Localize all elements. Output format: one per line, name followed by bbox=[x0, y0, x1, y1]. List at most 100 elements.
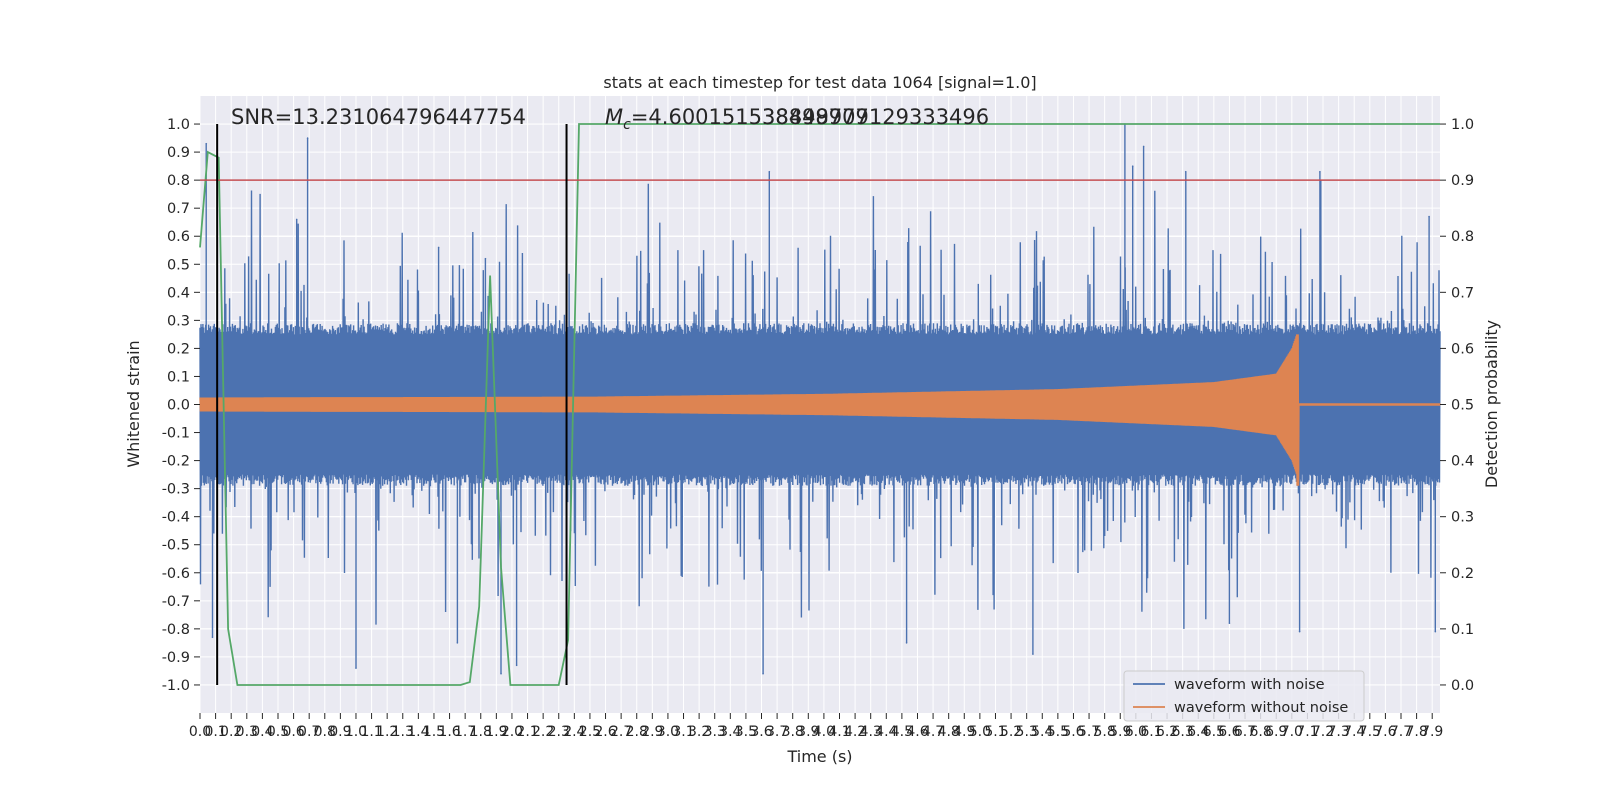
left-tick-label: 0.2 bbox=[167, 341, 190, 357]
x-tick-label: 3.1 bbox=[672, 724, 694, 740]
x-tick-label: 5.3 bbox=[1016, 724, 1038, 740]
right-y-axis: 0.0 0.1 0.2 0.3 0.4 0.5 0.6 0.7 0.8 0.9 1.0 bbox=[1440, 117, 1474, 694]
left-tick-label: -0.5 bbox=[162, 538, 190, 554]
x-tick-label: 1.0 bbox=[345, 724, 367, 740]
chart-title: stats at each timestep for test data 106… bbox=[603, 73, 1036, 92]
x-tick-label: 0.9 bbox=[329, 724, 351, 740]
x-tick-label: 6.4 bbox=[1187, 724, 1209, 740]
x-tick-label: 1.2 bbox=[376, 724, 398, 740]
noise-peak-point bbox=[437, 246, 440, 249]
left-tick-label: 0.1 bbox=[167, 369, 190, 385]
x-tick-label: 0.4 bbox=[251, 724, 273, 740]
x-tick-label: 0.3 bbox=[236, 724, 258, 740]
chirp-mass-overlap-text: 38849709129333496 bbox=[762, 105, 989, 129]
noise-trough-point bbox=[762, 672, 764, 675]
noise-trough-point bbox=[355, 667, 357, 669]
x-tick-label: 4.2 bbox=[844, 724, 866, 740]
noise-trough-point bbox=[211, 636, 214, 639]
left-tick-label: -0.4 bbox=[162, 510, 190, 526]
clean-waveform-line bbox=[199, 334, 1441, 486]
x-tick-label: 1.5 bbox=[423, 724, 445, 740]
right-tick-label: 0.5 bbox=[1451, 398, 1474, 414]
left-tick-label: -0.9 bbox=[162, 650, 190, 666]
x-tick-label: 3.8 bbox=[782, 724, 804, 740]
left-tick-label: 1.0 bbox=[167, 117, 190, 133]
x-tick-label: 5.0 bbox=[969, 724, 991, 740]
left-tick-label: 0.6 bbox=[167, 229, 190, 245]
x-tick-label: 4.9 bbox=[953, 724, 975, 740]
right-tick-label: 0.9 bbox=[1451, 173, 1474, 189]
x-tick-label: 1.8 bbox=[470, 724, 492, 740]
noise-trough-point bbox=[456, 642, 459, 644]
left-y-axis: -1.0 -0.9 -0.8 -0.7 -0.6 -0.5 -0.4 -0.3 -0.2 -0.1… bbox=[162, 117, 200, 694]
noise-peak-point bbox=[306, 137, 309, 139]
x-tick-label: 6.3 bbox=[1172, 724, 1194, 740]
chirp-mass-annotation: Mc=4.600151538498977 bbox=[605, 105, 869, 133]
x-tick-label: 0.1 bbox=[204, 724, 226, 740]
right-tick-label: 0.1 bbox=[1451, 622, 1474, 638]
x-tick-label: 1.3 bbox=[392, 724, 414, 740]
x-tick-label: 2.1 bbox=[516, 724, 538, 740]
x-tick-label: 6.2 bbox=[1156, 724, 1178, 740]
noise-trough-point bbox=[1228, 622, 1231, 625]
right-tick-label: 0.7 bbox=[1451, 285, 1474, 301]
x-tick-label: 4.1 bbox=[828, 724, 850, 740]
x-tick-label: 7.7 bbox=[1390, 724, 1412, 740]
x-tick-label: 7.4 bbox=[1343, 724, 1365, 740]
left-tick-label: 0.0 bbox=[167, 398, 190, 414]
x-tick-label: 1.7 bbox=[454, 724, 476, 740]
x-tick-label: 6.0 bbox=[1125, 724, 1147, 740]
left-tick-label: 0.9 bbox=[167, 145, 190, 161]
x-axis-label: Time (s) bbox=[786, 747, 852, 766]
x-tick-label: 6.6 bbox=[1218, 724, 1240, 740]
x-tick-label: 4.3 bbox=[860, 724, 882, 740]
x-tick-label: 4.7 bbox=[922, 724, 944, 740]
left-tick-label: -0.8 bbox=[162, 622, 190, 638]
noise-trough-point bbox=[1032, 653, 1034, 655]
left-tick-label: 0.5 bbox=[167, 257, 190, 273]
x-tick-label: 2.3 bbox=[548, 724, 570, 740]
left-tick-label: -0.2 bbox=[162, 454, 190, 470]
legend: waveform with noise waveform without noi… bbox=[1123, 670, 1365, 722]
left-tick-label: -0.1 bbox=[162, 426, 190, 442]
x-tick-label: 7.0 bbox=[1281, 724, 1303, 740]
legend-box bbox=[1123, 670, 1365, 722]
x-tick-label: 7.1 bbox=[1296, 724, 1318, 740]
x-tick-label: 4.0 bbox=[813, 724, 835, 740]
chirp-mass-subscript: c bbox=[623, 117, 631, 133]
noise-waveform-line bbox=[199, 124, 1441, 674]
x-tick-label: 5.1 bbox=[984, 724, 1006, 740]
left-tick-label: -1.0 bbox=[162, 678, 190, 694]
x-tick-label: 2.2 bbox=[532, 724, 554, 740]
x-tick-label: 6.5 bbox=[1203, 724, 1225, 740]
probability-series bbox=[199, 123, 1440, 686]
x-tick-label: 2.9 bbox=[641, 724, 663, 740]
noise-peak-point bbox=[1428, 215, 1430, 218]
x-tick-label: 2.7 bbox=[610, 724, 632, 740]
x-tick-label: 3.7 bbox=[766, 724, 788, 740]
x-tick-label: 2.4 bbox=[563, 724, 585, 740]
right-tick-label: 0.0 bbox=[1451, 678, 1474, 694]
noise-peak-point bbox=[1319, 170, 1321, 173]
legend-label-clean: waveform without noise bbox=[1174, 700, 1348, 716]
noise-peak-point bbox=[484, 257, 487, 260]
noise-peak-point bbox=[768, 170, 771, 173]
x-tick-label: 2.6 bbox=[594, 724, 616, 740]
y-axis-label: Whitened strain bbox=[124, 340, 143, 467]
probability-line bbox=[199, 123, 1440, 686]
clean-waveform-series bbox=[199, 334, 1441, 486]
x-tick-label: 7.3 bbox=[1327, 724, 1349, 740]
x-tick-label: 0.0 bbox=[189, 724, 211, 740]
x-tick-label: 3.5 bbox=[735, 724, 757, 740]
x-axis: 0.00.10.20.30.40.50.60.70.80.91.01.11.21… bbox=[189, 713, 1443, 740]
left-tick-label: -0.6 bbox=[162, 566, 190, 582]
x-tick-label: 7.8 bbox=[1405, 724, 1427, 740]
x-tick-label: 3.9 bbox=[797, 724, 819, 740]
x-tick-label: 5.2 bbox=[1000, 724, 1022, 740]
x-tick-label: 6.7 bbox=[1234, 724, 1256, 740]
noise-trough-point bbox=[500, 672, 502, 675]
legend-label-noise: waveform with noise bbox=[1174, 677, 1325, 693]
noise-peak-point bbox=[295, 218, 298, 221]
x-tick-label: 1.4 bbox=[407, 724, 429, 740]
